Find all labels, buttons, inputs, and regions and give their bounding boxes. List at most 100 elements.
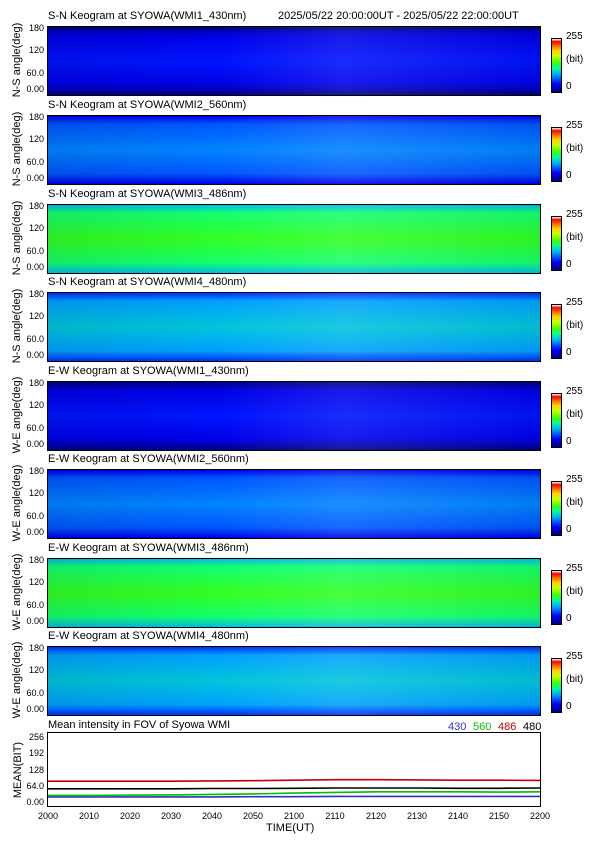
keogram-ytick: 60.0 <box>26 334 44 344</box>
legend-entry-560: 560 <box>473 721 492 733</box>
legend-entry-486: 486 <box>498 721 517 733</box>
colorbar-label: 255 <box>566 31 583 42</box>
keogram-shading <box>48 205 540 273</box>
keogram-shading <box>48 382 540 450</box>
keogram-ytick: 180 <box>28 201 44 211</box>
keogram-ytick: 180 <box>28 643 44 653</box>
keogram-title: E-W Keogram at SYOWA(WMI4_480nm) <box>48 630 249 642</box>
keogram-ytick: 0.00 <box>26 350 44 360</box>
colorbar-label: 0 <box>566 701 572 712</box>
keogram-ytick: 120 <box>28 400 44 410</box>
keogram-ytick: 0.00 <box>26 527 44 537</box>
mean-xtick: 2110 <box>325 811 345 821</box>
keogram-shading <box>48 559 540 627</box>
mean-ytick: 128 <box>28 764 44 775</box>
colorbar-label: (bit) <box>566 320 584 331</box>
colorbar-label: (bit) <box>566 54 584 65</box>
keogram-ytick: 120 <box>28 223 44 233</box>
keogram-ytick: 180 <box>28 555 44 565</box>
keogram-ytick: 60.0 <box>26 157 44 167</box>
colorbar-label: 255 <box>566 474 583 485</box>
mean-xtick: 2000 <box>37 811 59 821</box>
mean-ytick: 256 <box>28 732 44 742</box>
colorbar <box>551 127 562 182</box>
mean-xtick: 2130 <box>406 811 428 821</box>
keogram-shading <box>48 116 540 184</box>
keogram-image <box>47 469 541 539</box>
colorbar-label: 0 <box>566 347 572 358</box>
mean-ytick: 192 <box>28 748 44 759</box>
keogram-title: S-N Keogram at SYOWA(WMI3_486nm) <box>48 188 247 200</box>
keogram-title: S-N Keogram at SYOWA(WMI1_430nm) <box>48 10 247 22</box>
colorbar-label: (bit) <box>566 143 584 154</box>
colorbar-label: 255 <box>566 209 583 220</box>
mean-chart-title: Mean intensity in FOV of Syowa WMI <box>48 719 231 731</box>
keogram-ytick: 120 <box>28 134 44 144</box>
keogram-ytick: 0.00 <box>26 616 44 626</box>
mean-xtick: 2020 <box>119 811 141 821</box>
colorbar-label: 255 <box>566 563 583 574</box>
keogram-image <box>47 26 541 96</box>
keogram-ytick: 120 <box>28 665 44 675</box>
keogram-shading <box>48 647 540 715</box>
keogram-ytick: 0.00 <box>26 704 44 714</box>
keogram-ytick: 0.00 <box>26 439 44 449</box>
colorbar <box>551 393 562 448</box>
keogram-ytick: 180 <box>28 466 44 476</box>
keogram-ytick: 180 <box>28 378 44 388</box>
keogram-shading <box>48 27 540 95</box>
keogram-ytick: 180 <box>28 289 44 299</box>
keogram-title: S-N Keogram at SYOWA(WMI2_560nm) <box>48 99 247 111</box>
keogram-ytick: 0.00 <box>26 262 44 272</box>
keogram-image <box>47 292 541 362</box>
colorbar-label: 0 <box>566 524 572 535</box>
colorbar-label: (bit) <box>566 409 584 420</box>
mean-xtick: 2010 <box>78 811 100 821</box>
keogram-image <box>47 381 541 451</box>
colorbar-label: 255 <box>566 297 583 308</box>
keogram-ytick: 60.0 <box>26 423 44 433</box>
keogram-ytick: 60.0 <box>26 511 44 521</box>
mean-xtick: 2150 <box>488 811 510 821</box>
mean-chart-plot <box>47 732 541 807</box>
mean-chart-xlabel: TIME(UT) <box>266 822 315 834</box>
colorbar-label: 255 <box>566 651 583 662</box>
mean-xtick: 2120 <box>365 811 387 821</box>
keogram-image <box>47 558 541 628</box>
mean-xtick: 2200 <box>529 811 551 821</box>
keogram-image <box>47 204 541 274</box>
series-line-486 <box>48 778 541 783</box>
colorbar-label: (bit) <box>566 674 584 685</box>
colorbar-label: 0 <box>566 613 572 624</box>
keogram-ytick: 120 <box>28 488 44 498</box>
colorbar-label: 0 <box>566 259 572 270</box>
mean-chart-svg <box>48 778 541 798</box>
series-line-430 <box>48 795 540 798</box>
header-time-range: 2025/05/22 20:00:00UT - 2025/05/22 22:00… <box>278 10 519 22</box>
colorbar <box>551 481 562 536</box>
colorbar <box>551 304 562 359</box>
mean-xtick: 2040 <box>201 811 223 821</box>
mean-xtick: 2100 <box>283 811 305 821</box>
colorbar <box>551 570 562 625</box>
keogram-ytick: 0.00 <box>26 84 44 94</box>
colorbar <box>551 38 562 93</box>
legend-entry-430: 430 <box>448 721 467 733</box>
colorbar-label: 255 <box>566 386 583 397</box>
keogram-ytick: 180 <box>28 112 44 122</box>
mean-xtick: 2030 <box>160 811 182 821</box>
keogram-image <box>47 646 541 716</box>
colorbar-label: (bit) <box>566 232 584 243</box>
keogram-title: S-N Keogram at SYOWA(WMI4_480nm) <box>48 276 247 288</box>
keogram-ytick: 120 <box>28 311 44 321</box>
keogram-ytick: 60.0 <box>26 68 44 78</box>
keogram-ytick: 60.0 <box>26 246 44 256</box>
series-line-560 <box>48 790 541 797</box>
series-line-480 <box>48 787 541 790</box>
colorbar-label: (bit) <box>566 586 584 597</box>
mean-ytick: 0.00 <box>26 797 44 807</box>
keogram-ytick: 180 <box>28 23 44 33</box>
mean-ytick: 64.0 <box>26 780 44 791</box>
keogram-title: E-W Keogram at SYOWA(WMI2_560nm) <box>48 453 249 465</box>
colorbar-label: 0 <box>566 170 572 181</box>
